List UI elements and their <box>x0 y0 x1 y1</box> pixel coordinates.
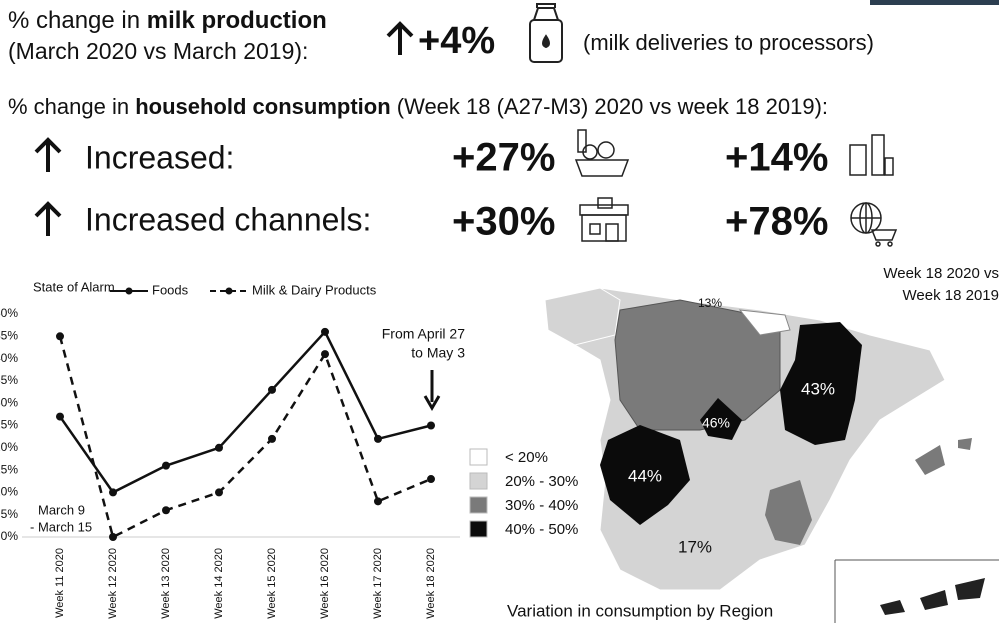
map-caption: Variation in consumption by Region <box>507 601 773 620</box>
household-bold: household consumption <box>135 94 390 119</box>
y-tick-label: 30% <box>0 395 18 409</box>
row-label: Increased channels: <box>85 201 371 237</box>
map-title: Week 18 2020 vs <box>883 265 999 282</box>
legend-label: 30% - 40% <box>505 497 578 514</box>
y-axis-label: State of Alarm <box>33 279 115 294</box>
row-value: +30% <box>452 200 555 244</box>
region <box>765 480 812 545</box>
x-tick-label: Week 13 2020 <box>160 548 172 619</box>
point <box>268 385 276 394</box>
region <box>738 309 791 336</box>
map <box>544 287 999 623</box>
point <box>56 412 64 421</box>
point <box>321 350 329 359</box>
legend-swatch <box>469 448 488 466</box>
legend-label: 20% - 30% <box>505 473 578 490</box>
milk-period: (March 2020 vs March 2019): <box>8 38 308 64</box>
legend-label: < 20% <box>505 449 548 466</box>
region <box>600 425 690 525</box>
y-tick-label: 10% <box>0 485 18 499</box>
annotation: March 9 <box>38 502 85 517</box>
row-value: +78% <box>725 200 828 244</box>
household-period: (Week 18 (A27-M3) 2020 vs week 18 2019): <box>391 94 828 119</box>
point <box>56 332 64 341</box>
y-tick-label: 5% <box>1 507 19 521</box>
islands <box>915 438 972 475</box>
point <box>321 327 329 336</box>
legend-label: Foods <box>152 282 189 297</box>
region-label: 17% <box>678 537 712 556</box>
region-label: 13% <box>698 296 722 310</box>
legend-swatch <box>469 520 488 538</box>
row-arrows <box>34 137 62 236</box>
point <box>109 533 117 541</box>
point <box>162 506 170 515</box>
region <box>544 287 621 346</box>
row-value: +14% <box>725 136 828 180</box>
region <box>780 322 862 445</box>
region <box>614 299 781 431</box>
map-title: Week 18 2019 <box>903 287 999 304</box>
legend-swatch <box>469 496 488 514</box>
milk-heading: % change in milk production <box>8 7 327 34</box>
y-tick-label: 15% <box>0 462 18 476</box>
milk-note: (milk deliveries to processors) <box>583 30 874 55</box>
row-value: +27% <box>452 136 555 180</box>
annotation: - March 15 <box>30 519 92 534</box>
region <box>700 398 742 440</box>
row-label: Increased: <box>85 139 234 175</box>
milk-change: +4% <box>418 20 495 62</box>
legend-marker <box>125 287 133 295</box>
point <box>109 488 117 497</box>
point <box>374 434 382 443</box>
y-tick-label: 20% <box>0 440 18 454</box>
y-tick-label: 45% <box>0 328 18 342</box>
point <box>427 421 435 430</box>
x-tick-label: Week 14 2020 <box>213 548 225 619</box>
icons <box>574 129 898 247</box>
legend-swatch <box>469 472 488 490</box>
y-tick-label: 0% <box>1 529 19 543</box>
annotation: From April 27 <box>382 326 465 342</box>
x-tick-label: Week 16 2020 <box>319 548 331 619</box>
series-line <box>58 335 432 539</box>
annotation: to May 3 <box>411 345 465 361</box>
point <box>162 461 170 470</box>
x-tick-label: Week 12 2020 <box>107 548 119 619</box>
region-label: 44% <box>628 466 662 485</box>
top-bar <box>870 0 999 5</box>
point <box>215 443 223 452</box>
point <box>427 475 435 484</box>
milk-prefix: % change in <box>8 7 147 34</box>
point <box>268 434 276 443</box>
y-tick-label: 25% <box>0 418 18 432</box>
household-prefix: % change in <box>8 94 135 119</box>
milk-bold: milk production <box>147 7 327 34</box>
x-tick-label: Week 11 2020 <box>54 548 66 618</box>
x-tick-label: Week 15 2020 <box>266 548 278 619</box>
milk-icon <box>529 3 563 63</box>
region-label: 46% <box>702 415 730 431</box>
legend-marker <box>225 287 233 295</box>
x-tick-label: Week 17 2020 <box>372 548 384 619</box>
y-tick-label: 40% <box>0 351 18 365</box>
series-line <box>58 329 432 495</box>
canary-islands <box>880 578 985 615</box>
region-label: 43% <box>801 379 835 398</box>
point <box>374 497 382 506</box>
y-tick-label: 50% <box>0 306 18 320</box>
annotation-arrow <box>423 370 441 411</box>
y-tick-label: 35% <box>0 373 18 387</box>
x-tick-label: Week 18 2020 <box>425 548 437 619</box>
legend-label: 40% - 50% <box>505 521 578 538</box>
point <box>215 488 223 497</box>
legend-label: Milk & Dairy Products <box>252 282 377 297</box>
household-heading: % change in household consumption (Week … <box>8 94 828 119</box>
inset-frame <box>834 559 999 623</box>
up-arrow <box>386 21 414 55</box>
